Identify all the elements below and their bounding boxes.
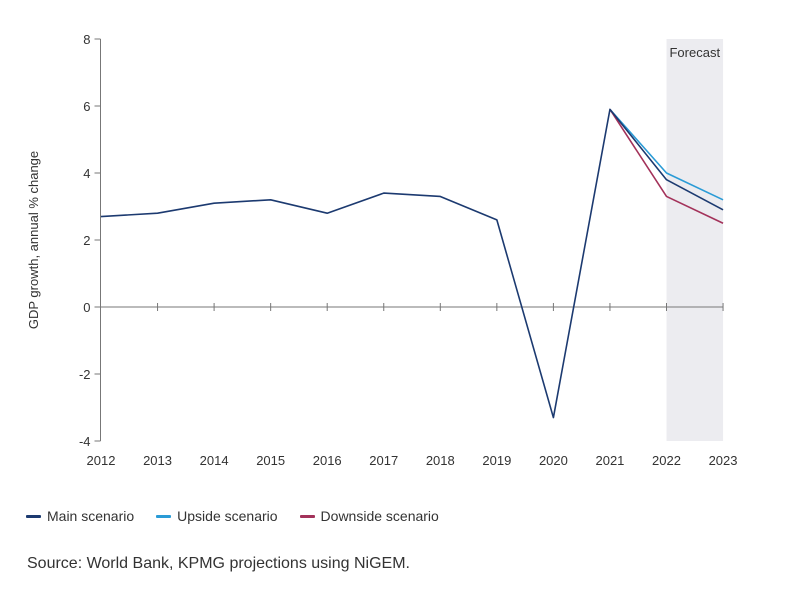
x-tick-label: 2012 bbox=[87, 453, 116, 468]
x-tick-label: 2017 bbox=[369, 453, 398, 468]
legend-item-upside: Upside scenario bbox=[156, 508, 278, 524]
x-tick-label: 2019 bbox=[482, 453, 511, 468]
x-tick-label: 2016 bbox=[313, 453, 342, 468]
y-axis-title: GDP growth, annual % change bbox=[26, 151, 41, 329]
x-tick-label: 2022 bbox=[652, 453, 681, 468]
legend-item-main: Main scenario bbox=[26, 508, 134, 524]
legend-label-upside: Upside scenario bbox=[177, 508, 278, 524]
x-tick-label: 2018 bbox=[426, 453, 455, 468]
x-tick-label: 2020 bbox=[539, 453, 568, 468]
x-tick-label: 2015 bbox=[256, 453, 285, 468]
legend-item-downside: Downside scenario bbox=[299, 508, 439, 524]
y-tick-label: -2 bbox=[79, 367, 91, 382]
x-tick-label: 2014 bbox=[200, 453, 229, 468]
source-note: Source: World Bank, KPMG projections usi… bbox=[27, 555, 410, 572]
legend: Main scenario Upside scenario Downside s… bbox=[26, 508, 439, 524]
y-tick-label: 6 bbox=[83, 99, 90, 114]
legend-label-main: Main scenario bbox=[47, 508, 135, 524]
legend-swatch-main bbox=[26, 514, 41, 518]
forecast-label: Forecast bbox=[669, 45, 720, 60]
x-tick-label: 2023 bbox=[709, 453, 738, 468]
y-tick-label: 0 bbox=[83, 300, 90, 315]
forecast-band bbox=[666, 39, 724, 441]
y-tick-label: 2 bbox=[83, 233, 90, 248]
legend-label-downside: Downside scenario bbox=[320, 508, 439, 524]
legend-swatch-downside bbox=[299, 514, 315, 518]
y-tick-label: 4 bbox=[83, 166, 90, 181]
x-tick-label: 2013 bbox=[143, 453, 172, 468]
y-tick-label: -4 bbox=[79, 434, 91, 449]
chart: Forecast 8 6 4 2 0 -2 -4 2012 2013 2014 2015 2016 20… bbox=[26, 32, 738, 468]
series-line-main-scenario bbox=[100, 108, 724, 419]
x-tick-label: 2021 bbox=[595, 453, 624, 468]
legend-swatch-upside bbox=[156, 514, 172, 518]
y-tick-label: 8 bbox=[83, 32, 90, 47]
